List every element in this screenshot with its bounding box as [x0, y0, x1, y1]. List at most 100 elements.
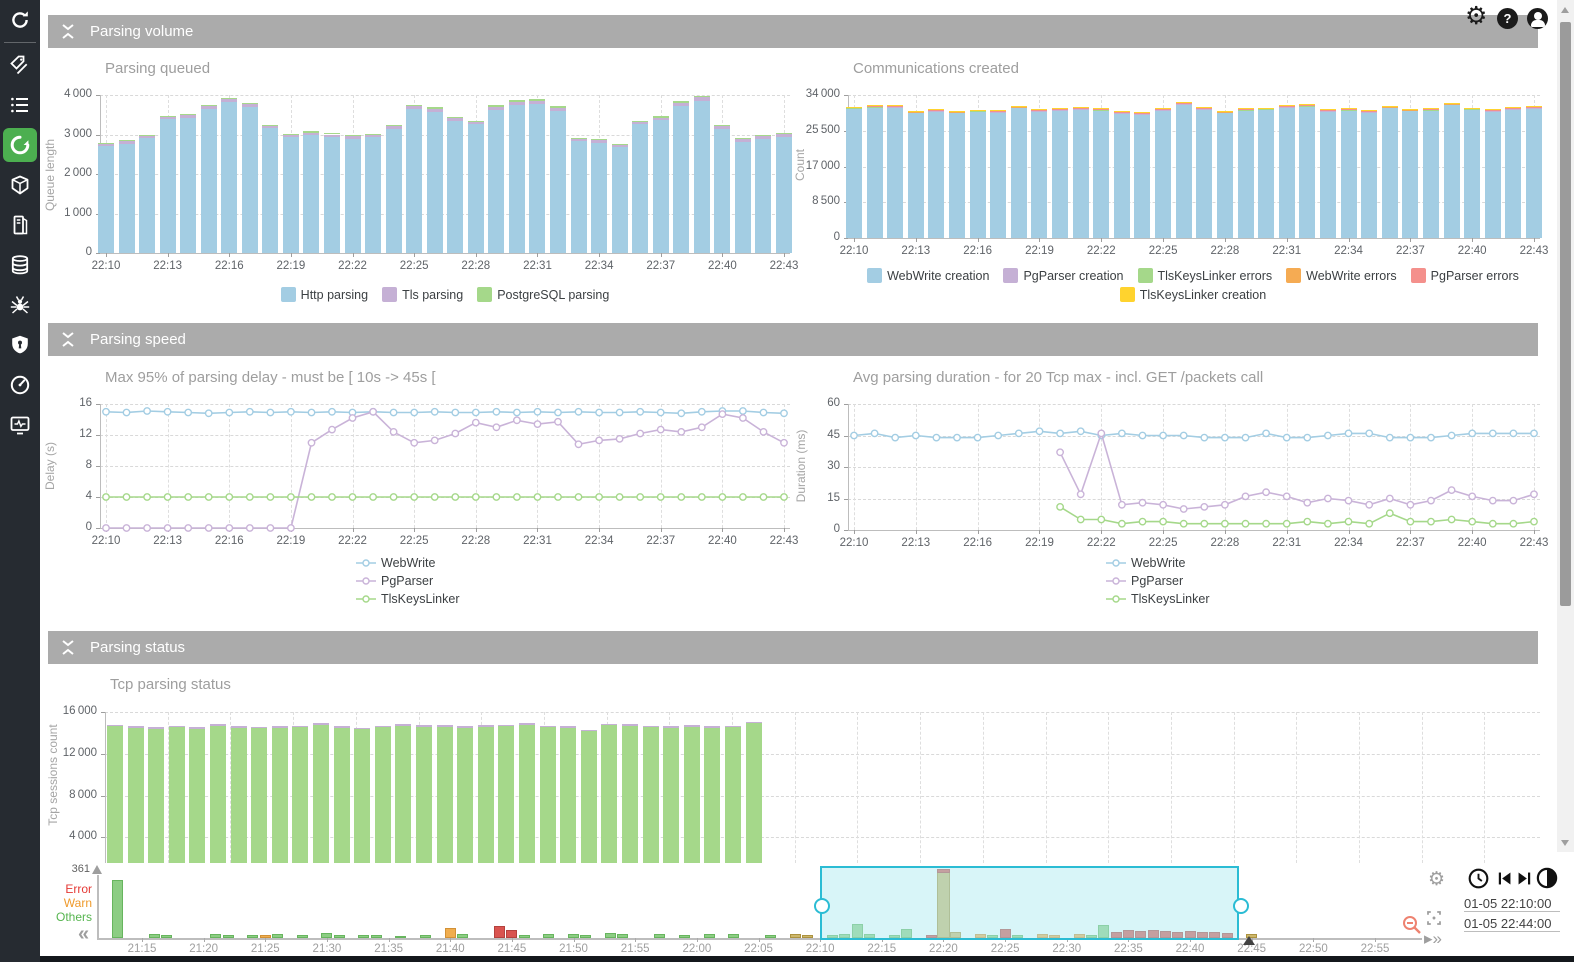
- day-night-icon[interactable]: [1536, 867, 1558, 889]
- bar-segment: [1484, 111, 1501, 238]
- x-tick-mark: [537, 253, 539, 257]
- gridline-v: [1101, 404, 1103, 530]
- legend-item[interactable]: PgParser: [356, 574, 460, 588]
- y-tick-label: 4 000: [64, 88, 92, 100]
- y-tick-label: 15: [827, 491, 840, 504]
- timeline: 361 Error Warn Others « ▸» 21:15 21:20 21:25 21:3…: [40, 863, 1574, 956]
- y-tick-label: 1 000: [64, 206, 92, 219]
- x-tick-mark: [414, 528, 416, 532]
- sidebar-item-database[interactable]: [0, 245, 40, 285]
- selection-handle-left[interactable]: [814, 898, 831, 914]
- bar-segment: [560, 727, 577, 863]
- clock-icon[interactable]: [1468, 868, 1489, 889]
- panel-header-parsing-speed[interactable]: Parsing speed: [48, 323, 1538, 356]
- sidebar-item-server[interactable]: [0, 205, 40, 245]
- sidebar-item-list[interactable]: [0, 85, 40, 125]
- bar-segment: [1443, 102, 1460, 104]
- x-tick-label: 22:10: [839, 245, 869, 257]
- x-tick-mark: [537, 528, 539, 532]
- legend-line-marker-icon: [356, 577, 376, 585]
- bar-segment: [477, 726, 494, 863]
- legend-label: Tls parsing: [402, 287, 464, 302]
- forward-icon[interactable]: ▸»: [1424, 929, 1442, 948]
- datetime-from-field[interactable]: 01-05 22:10:00: [1464, 896, 1560, 912]
- gridline-h: [105, 753, 1540, 755]
- sidebar: [0, 0, 40, 962]
- legend-item[interactable]: WebWrite creation: [867, 268, 989, 283]
- collapse-icon[interactable]: [61, 331, 75, 348]
- y-tick-label: 4 000: [69, 830, 97, 843]
- bar-segment: [508, 101, 525, 105]
- bar-segment: [168, 727, 185, 863]
- settings-gear-icon[interactable]: ⚙: [1465, 2, 1488, 30]
- sidebar-item-refresh[interactable]: [0, 0, 40, 40]
- datetime-to-field[interactable]: 01-05 22:44:00: [1464, 916, 1560, 932]
- bar-segment: [1216, 113, 1233, 238]
- sidebar-item-parsing[interactable]: [0, 125, 40, 165]
- skip-to-end-icon[interactable]: [1516, 870, 1533, 887]
- gridline-h: [100, 404, 790, 405]
- legend-item[interactable]: WebWrite: [356, 556, 460, 570]
- skip-to-start-icon[interactable]: [1496, 870, 1513, 887]
- sidebar-item-tags[interactable]: [0, 45, 40, 85]
- gridline-h: [848, 95, 1540, 96]
- x-tick-label: 22:16: [214, 260, 244, 272]
- help-icon[interactable]: ?: [1497, 8, 1518, 29]
- scroll-down-arrow-icon[interactable]: [1561, 840, 1569, 846]
- bar-segment: [118, 141, 135, 144]
- timeline-event-bar: [580, 935, 592, 938]
- scrollbar-thumb[interactable]: [1560, 22, 1571, 606]
- bar-segment: [1196, 107, 1213, 108]
- legend-item[interactable]: TlsKeysLinker: [356, 592, 460, 606]
- selection-handle-right[interactable]: [1233, 898, 1250, 914]
- rewind-icon[interactable]: «: [78, 923, 90, 945]
- bar-segment: [990, 110, 1007, 111]
- panel-header-parsing-status[interactable]: Parsing status: [48, 631, 1538, 664]
- legend-item[interactable]: Http parsing: [280, 287, 368, 302]
- timeline-event-bar: [765, 935, 777, 938]
- fit-selection-icon[interactable]: [1426, 910, 1442, 926]
- panel-header-parsing-volume[interactable]: Parsing volume: [48, 15, 1538, 48]
- collapse-icon[interactable]: [61, 639, 75, 656]
- legend-item[interactable]: PgParser errors: [1410, 268, 1519, 283]
- collapse-icon[interactable]: [61, 23, 75, 40]
- sidebar-item-spider[interactable]: [0, 285, 40, 325]
- x-tick-mark: [1163, 530, 1165, 534]
- sidebar-item-cube[interactable]: [0, 165, 40, 205]
- panel-title: Parsing speed: [90, 331, 186, 348]
- legend-item[interactable]: PgParser creation: [1003, 268, 1124, 283]
- legend-item[interactable]: PgParser: [1106, 574, 1210, 588]
- gridline-v: [167, 404, 169, 528]
- legend-item[interactable]: TlsKeysLinker errors: [1137, 268, 1272, 283]
- bar-segment: [385, 128, 402, 253]
- bar-segment: [529, 100, 546, 104]
- gridline-v: [1484, 712, 1486, 863]
- zoom-out-icon[interactable]: [1402, 915, 1422, 935]
- sidebar-item-shield[interactable]: [0, 325, 40, 365]
- legend-item[interactable]: TlsKeysLinker: [1106, 592, 1210, 606]
- x-tick-mark: [915, 238, 917, 242]
- legend-item[interactable]: WebWrite errors: [1286, 268, 1397, 283]
- legend-item[interactable]: WebWrite: [1106, 556, 1210, 570]
- timeline-selection[interactable]: [820, 866, 1240, 940]
- gridline-v: [1410, 404, 1412, 530]
- x-tick-mark: [1224, 530, 1226, 534]
- legend-item[interactable]: PostgreSQL parsing: [477, 287, 609, 302]
- legend-item[interactable]: TlsKeysLinker creation: [1119, 287, 1266, 302]
- legend-label: WebWrite creation: [887, 268, 990, 283]
- y-tick-label: 8 000: [69, 788, 97, 801]
- sidebar-item-monitor[interactable]: [0, 405, 40, 445]
- gridline-v: [1296, 712, 1298, 863]
- user-account-icon[interactable]: [1527, 8, 1548, 29]
- vertical-scrollbar[interactable]: [1557, 0, 1574, 852]
- legend-item[interactable]: Tls parsing: [382, 287, 463, 302]
- gridline-v: [920, 712, 922, 863]
- timeline-settings-gear-icon[interactable]: ⚙: [1428, 869, 1446, 890]
- bar-segment: [98, 142, 114, 144]
- sidebar-item-gauge[interactable]: [0, 365, 40, 405]
- bar-segment: [1175, 104, 1192, 238]
- y-axis-line: [100, 404, 101, 528]
- scroll-up-arrow-icon[interactable]: [1561, 7, 1569, 13]
- bar-segment: [693, 95, 710, 98]
